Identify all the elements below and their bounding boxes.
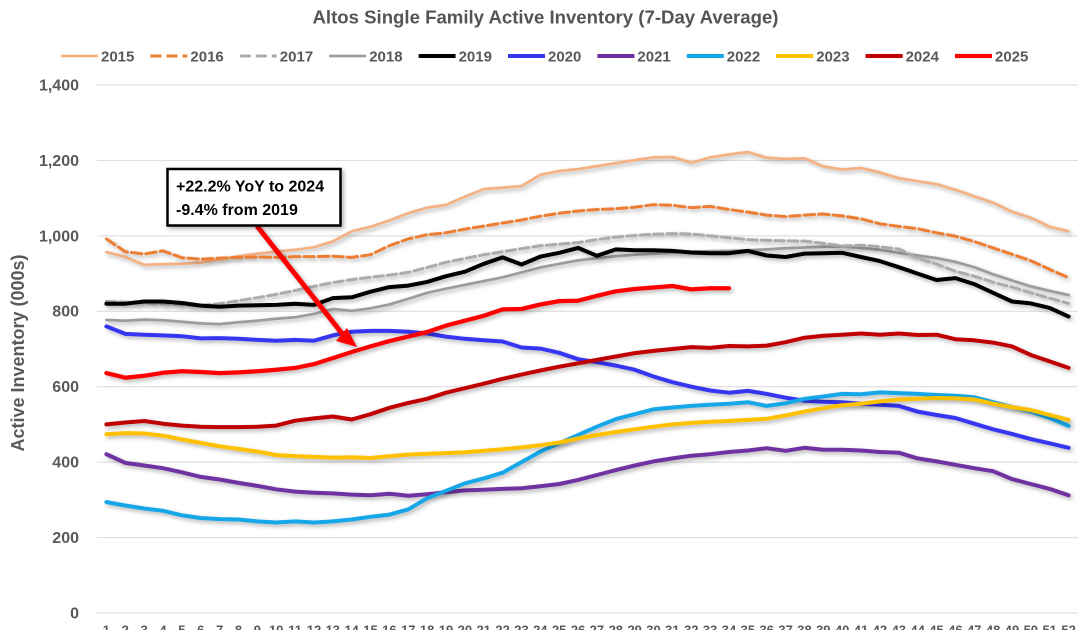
svg-text:4: 4	[159, 623, 167, 630]
svg-text:22: 22	[495, 623, 509, 630]
svg-text:2020: 2020	[548, 49, 581, 66]
svg-text:2019: 2019	[459, 49, 492, 66]
svg-text:Active Inventory (000s): Active Inventory (000s)	[8, 254, 28, 451]
svg-text:2017: 2017	[280, 49, 313, 66]
svg-text:13: 13	[326, 623, 340, 630]
svg-text:2018: 2018	[369, 49, 402, 66]
svg-text:8: 8	[235, 623, 242, 630]
svg-text:31: 31	[665, 623, 679, 630]
svg-text:33: 33	[703, 623, 717, 630]
svg-text:30: 30	[646, 623, 660, 630]
svg-text:52: 52	[1061, 623, 1075, 630]
svg-text:2023: 2023	[816, 49, 849, 66]
svg-text:1,400: 1,400	[39, 77, 79, 94]
svg-text:19: 19	[439, 623, 453, 630]
svg-text:39: 39	[816, 623, 830, 630]
svg-text:200: 200	[52, 530, 79, 547]
svg-text:20: 20	[458, 623, 472, 630]
svg-text:+22.2% YoY to 2024: +22.2% YoY to 2024	[176, 179, 324, 196]
svg-text:11: 11	[288, 623, 302, 630]
svg-text:34: 34	[722, 623, 737, 630]
svg-text:48: 48	[986, 623, 1000, 630]
svg-text:800: 800	[52, 304, 79, 321]
svg-text:18: 18	[420, 623, 434, 630]
svg-text:2021: 2021	[637, 49, 670, 66]
svg-text:600: 600	[52, 379, 79, 396]
svg-text:2016: 2016	[190, 49, 223, 66]
svg-text:2015: 2015	[101, 49, 134, 66]
svg-text:2: 2	[122, 623, 129, 630]
svg-text:16: 16	[382, 623, 396, 630]
svg-text:32: 32	[684, 623, 698, 630]
svg-text:Altos Single Family Active Inv: Altos Single Family Active Inventory (7-…	[312, 7, 778, 28]
svg-text:35: 35	[741, 623, 755, 630]
svg-text:51: 51	[1042, 623, 1056, 630]
svg-text:7: 7	[216, 623, 223, 630]
svg-text:50: 50	[1024, 623, 1038, 630]
svg-text:1: 1	[103, 623, 110, 630]
svg-text:0: 0	[70, 605, 79, 622]
svg-text:15: 15	[363, 623, 377, 630]
svg-text:23: 23	[514, 623, 528, 630]
svg-text:3: 3	[141, 623, 148, 630]
svg-text:24: 24	[533, 623, 548, 630]
svg-text:41: 41	[854, 623, 868, 630]
svg-text:37: 37	[778, 623, 792, 630]
svg-text:47: 47	[967, 623, 981, 630]
svg-text:14: 14	[344, 623, 359, 630]
svg-text:10: 10	[269, 623, 283, 630]
svg-text:45: 45	[929, 623, 943, 630]
svg-text:49: 49	[1005, 623, 1019, 630]
svg-text:44: 44	[910, 623, 925, 630]
svg-text:29: 29	[627, 623, 641, 630]
svg-text:28: 28	[609, 623, 623, 630]
svg-text:26: 26	[571, 623, 585, 630]
svg-text:17: 17	[401, 623, 415, 630]
svg-text:9: 9	[254, 623, 261, 630]
svg-text:2024: 2024	[906, 49, 940, 66]
svg-text:12: 12	[307, 623, 321, 630]
svg-text:40: 40	[835, 623, 849, 630]
svg-text:1,000: 1,000	[39, 228, 79, 245]
svg-text:21: 21	[476, 623, 490, 630]
svg-text:42: 42	[873, 623, 887, 630]
svg-text:2022: 2022	[727, 49, 760, 66]
svg-text:43: 43	[892, 623, 906, 630]
svg-text:1,200: 1,200	[39, 153, 79, 170]
svg-text:27: 27	[590, 623, 604, 630]
svg-text:2025: 2025	[995, 49, 1028, 66]
svg-text:46: 46	[948, 623, 962, 630]
svg-text:25: 25	[552, 623, 566, 630]
svg-text:6: 6	[197, 623, 204, 630]
svg-text:5: 5	[178, 623, 185, 630]
svg-text:36: 36	[759, 623, 773, 630]
svg-text:-9.4% from 2019: -9.4% from 2019	[176, 202, 298, 219]
svg-text:400: 400	[52, 455, 79, 472]
svg-text:38: 38	[797, 623, 811, 630]
